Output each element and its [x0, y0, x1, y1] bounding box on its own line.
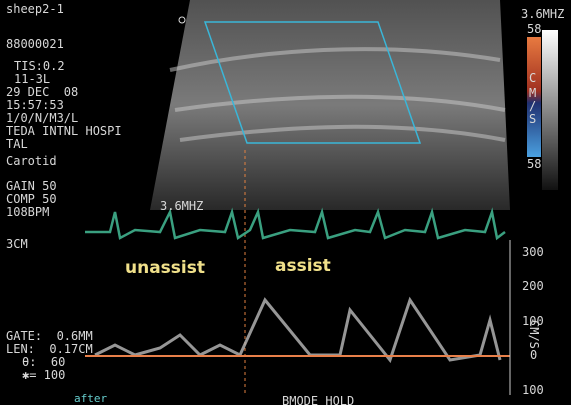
wall-filter: ✱= 100	[22, 369, 65, 382]
gray-bar	[542, 30, 558, 190]
velocity-tick: 200	[522, 280, 544, 293]
scale-bottom: 58	[527, 158, 541, 171]
ultrasound-screen: sheep2-1 88000021 TIS:0.2 11-3L 29 DEC 0…	[0, 0, 571, 405]
velocity-unit: CM/S	[527, 320, 540, 349]
marker	[179, 17, 185, 23]
id: 88000021	[6, 38, 64, 51]
doppler-waveform	[95, 300, 500, 360]
site: Carotid	[6, 155, 57, 168]
label-unassist: unassist	[125, 262, 205, 275]
frequency: 3.6MHZ	[160, 200, 203, 213]
ecg-trace	[85, 212, 505, 238]
hospital: TAL	[6, 138, 28, 151]
bpm: 108BPM	[6, 206, 49, 219]
patient: sheep2-1	[6, 3, 64, 16]
footer-center: BMODE HOLD	[282, 395, 354, 405]
footer-left: after	[74, 392, 107, 405]
label-assist: assist	[275, 260, 331, 273]
frequency: 3.6MHZ	[521, 8, 564, 21]
scale-unit: C	[529, 72, 536, 85]
depth: 3CM	[6, 238, 28, 251]
velocity-tick: 300	[522, 246, 544, 259]
velocity-tick: 100	[522, 384, 544, 397]
velocity-tick: 0	[530, 349, 537, 362]
scale-unit: S	[529, 113, 536, 126]
scale-top: 58	[527, 23, 541, 36]
